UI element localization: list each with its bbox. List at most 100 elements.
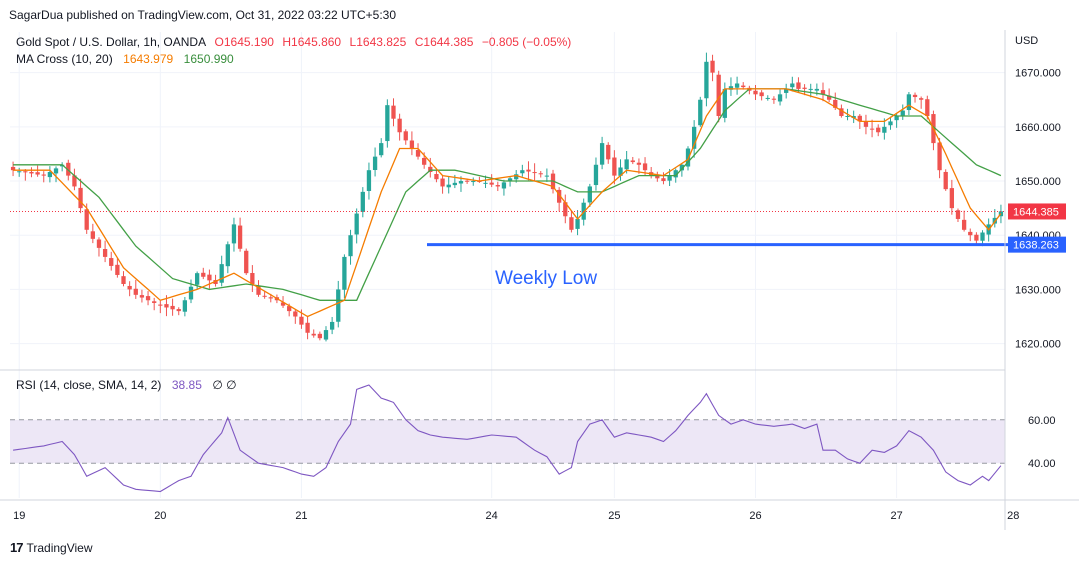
- ma-legend: MA Cross (10, 20) 1643.979 1650.990: [16, 50, 234, 67]
- candle: [348, 229, 353, 265]
- candle: [538, 171, 543, 178]
- candle: [121, 271, 126, 287]
- candle: [170, 298, 175, 316]
- candle: [888, 116, 893, 130]
- candle: [225, 241, 230, 274]
- candle: [968, 228, 973, 242]
- candle: [78, 178, 83, 214]
- candle: [563, 194, 568, 224]
- candle: [606, 142, 611, 164]
- candle: [323, 326, 329, 342]
- candle: [655, 171, 660, 182]
- candle: [802, 84, 807, 96]
- candle: [826, 88, 832, 103]
- candle: [532, 163, 537, 181]
- candle: [397, 113, 402, 141]
- candle: [734, 76, 740, 95]
- candle: [47, 166, 53, 183]
- x-axis-ticks: 192021242526272831Nov: [13, 510, 1019, 522]
- candle: [256, 280, 261, 297]
- current-price-tag: [1008, 203, 1066, 220]
- candle: [937, 137, 942, 179]
- candle: [96, 237, 102, 257]
- candle: [231, 217, 237, 252]
- candle: [753, 85, 758, 100]
- candle: [409, 131, 415, 156]
- candle: [207, 269, 212, 289]
- symbol-legend: Gold Spot / U.S. Dollar, 1h, OANDA O1645…: [16, 33, 571, 50]
- candle: [759, 90, 764, 101]
- footer-brand[interactable]: 17 TradingView: [10, 540, 93, 555]
- y-axis-ticks: 1670.0001660.0001650.0001640.0001630.000…: [1015, 68, 1061, 351]
- candle: [366, 162, 372, 200]
- x-tick-label: 28: [1007, 510, 1019, 522]
- candle: [771, 96, 777, 104]
- candle: [900, 104, 905, 120]
- candle: [489, 174, 494, 188]
- current-price-tag-text: 1644.385: [1013, 206, 1059, 218]
- candle: [90, 223, 95, 244]
- candle: [182, 296, 188, 317]
- candle: [53, 166, 59, 183]
- candle: [415, 143, 421, 160]
- candle: [784, 83, 789, 99]
- candle: [354, 208, 359, 244]
- candle: [471, 177, 476, 186]
- candle: [728, 77, 734, 96]
- candle: [317, 331, 323, 341]
- candle: [796, 77, 801, 93]
- candle: [612, 150, 617, 185]
- candle: [949, 179, 954, 215]
- y-tick-label: 1660.000: [1015, 122, 1061, 134]
- candle: [145, 291, 151, 306]
- candle: [961, 210, 967, 232]
- candle: [329, 316, 335, 335]
- candle: [943, 169, 948, 191]
- candle: [710, 54, 715, 82]
- candle: [501, 179, 507, 196]
- ma-fast-line: [13, 88, 1002, 318]
- candle: [557, 187, 562, 212]
- tradingview-logo-icon: 17: [10, 540, 24, 555]
- candle: [851, 110, 856, 124]
- y-tick-label: 1620.000: [1015, 339, 1061, 351]
- candle: [974, 232, 979, 245]
- footer-brand-text: TradingView: [26, 540, 93, 555]
- candle: [919, 96, 924, 109]
- candle: [102, 240, 108, 263]
- candle: [765, 95, 770, 101]
- candle: [599, 136, 605, 170]
- rsi-tick-label: 60.00: [1028, 415, 1056, 427]
- candle: [520, 164, 525, 177]
- candle: [403, 129, 408, 145]
- candle: [17, 167, 22, 177]
- x-tick-label: 27: [890, 510, 902, 522]
- candle: [495, 181, 500, 192]
- rsi-tick-label: 40.00: [1028, 458, 1056, 470]
- price-pane[interactable]: [10, 30, 1005, 370]
- candle: [820, 82, 826, 102]
- candle: [293, 309, 298, 324]
- candle: [955, 208, 961, 222]
- rsi-legend: RSI (14, close, SMA, 14, 2) 38.85 ∅ ∅: [16, 376, 237, 393]
- candle: [35, 165, 40, 177]
- candle: [139, 289, 145, 303]
- candle: [342, 254, 347, 299]
- candle: [158, 300, 163, 314]
- candle: [336, 280, 341, 328]
- candle: [379, 138, 384, 158]
- candle: [618, 159, 623, 181]
- x-tick-label: 26: [749, 510, 761, 522]
- rsi-axis-ticks: 60.00 40.00: [1028, 415, 1056, 470]
- candle: [201, 267, 206, 280]
- x-tick-label: 21: [295, 510, 307, 522]
- currency-label: USD: [1015, 35, 1038, 47]
- rsi-band: [10, 419, 1005, 464]
- candle: [440, 175, 445, 194]
- candle: [311, 329, 316, 338]
- weekly-low-tag-text: 1638.263: [1013, 240, 1059, 252]
- candle: [636, 158, 642, 174]
- candle: [526, 161, 531, 181]
- candle: [391, 98, 396, 127]
